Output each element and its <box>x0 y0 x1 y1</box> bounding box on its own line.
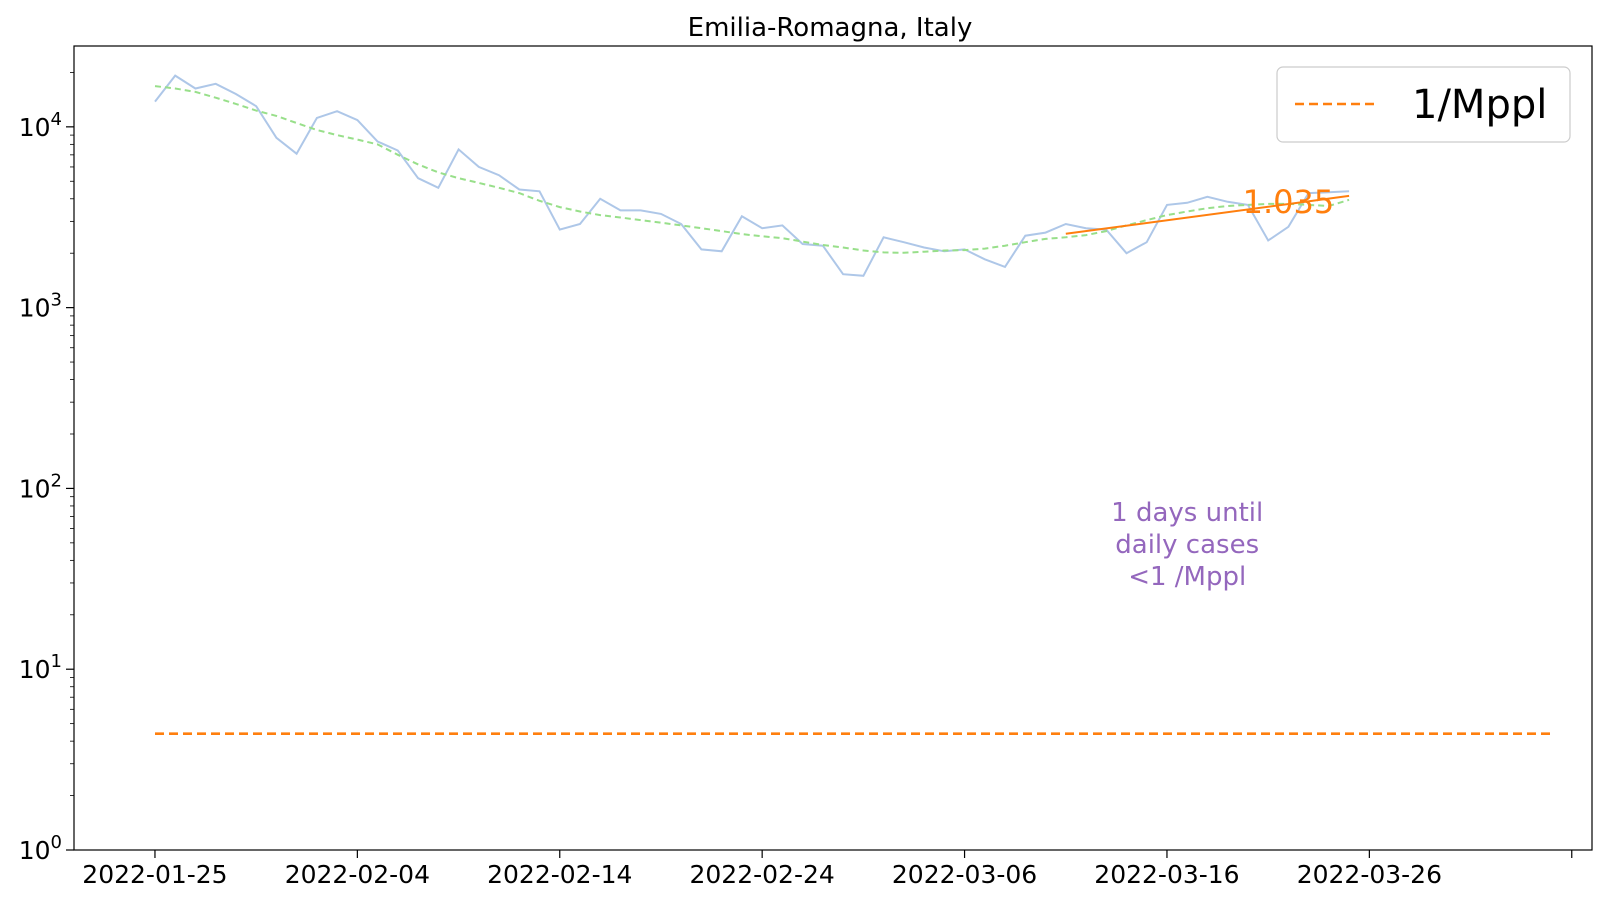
y-axis: 100 101 102 103 104 <box>19 72 74 865</box>
plot-frame <box>73 45 1593 851</box>
x-tick-label: 2022-03-16 <box>1094 860 1239 889</box>
y-tick-label: 104 <box>19 109 62 142</box>
y-tick-label: 103 <box>19 290 62 323</box>
series-line-1 <box>154 85 1350 254</box>
series-line-0 <box>154 74 1350 277</box>
x-tick-label: 2022-02-04 <box>285 860 430 889</box>
y-tick-label: 102 <box>19 470 62 503</box>
x-axis: 2022-01-25 2022-02-04 2022-02-14 2022-02-24… <box>82 850 1573 889</box>
growth-rate-label: 1.035 <box>1243 183 1335 221</box>
y-tick-label: 100 <box>19 832 62 865</box>
x-tick-label: 2022-01-25 <box>82 860 227 889</box>
series-line-2 <box>1065 194 1350 235</box>
legend-box <box>1276 66 1571 143</box>
x-tick-label: 2022-03-26 <box>1297 860 1442 889</box>
x-tick-label: 2022-03-06 <box>892 860 1037 889</box>
chart-title: Emilia-Romagna, Italy <box>688 13 973 43</box>
legend: 1/Mppl <box>1276 66 1571 143</box>
x-tick-label: 2022-02-24 <box>690 860 835 889</box>
plot-area <box>154 74 1552 736</box>
projection-note-line: 1 days until <box>1111 498 1263 528</box>
legend-label: 1/Mppl <box>1412 82 1547 128</box>
projection-note-line: <1 /Mppl <box>1128 562 1246 592</box>
projection-note-line: daily cases <box>1115 530 1259 560</box>
x-tick-label: 2022-02-14 <box>487 860 632 889</box>
y-tick-label: 101 <box>19 651 62 684</box>
